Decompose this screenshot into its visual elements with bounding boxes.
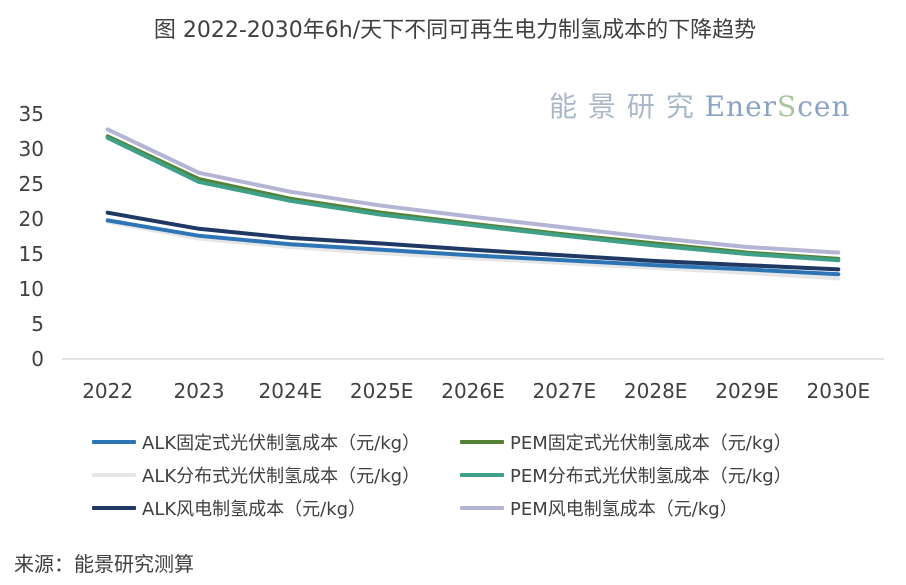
y-tick-label: 35: [19, 102, 44, 126]
legend-label: ALK风电制氢成本（元/kg）: [142, 499, 367, 520]
legend-swatch: [460, 440, 504, 444]
legend-item: ALK风电制氢成本（元/kg）: [92, 494, 366, 522]
watermark-en-part3: cen: [797, 90, 851, 123]
y-tick-label: 5: [31, 312, 44, 336]
legend-swatch: [460, 473, 504, 477]
legend-label: PEM风电制氢成本（元/kg）: [510, 499, 738, 520]
x-tick-label: 2025E: [350, 379, 414, 403]
legend-swatch: [92, 506, 136, 510]
watermark-logo: 能 景 研 究 EnerScen: [549, 85, 851, 125]
series-lines: [105, 127, 841, 281]
x-tick-label: 2028E: [624, 379, 688, 403]
y-tick-label: 25: [19, 172, 44, 196]
series-line-3: [105, 135, 841, 263]
legend-item: PEM风电制氢成本（元/kg）: [460, 494, 738, 522]
legend-item: PEM固定式光伏制氢成本（元/kg）: [460, 428, 792, 456]
y-tick-label: 20: [19, 207, 44, 231]
watermark-en-part1: Ener: [704, 90, 778, 123]
legend-item: PEM分布式光伏制氢成本（元/kg）: [460, 461, 792, 489]
source-note: 来源：能景研究测算: [14, 552, 194, 576]
y-axis-ticks: 0 5 10 15 20 25 30 35: [19, 102, 44, 371]
legend-label: PEM分布式光伏制氢成本（元/kg）: [510, 466, 792, 487]
legend-item: ALK固定式光伏制氢成本（元/kg）: [92, 428, 420, 456]
x-tick-label: 2026E: [441, 379, 505, 403]
chart-title: 图 2022-2030年6h/天下不同可再生电力制氢成本的下降趋势: [153, 18, 757, 43]
series-line-0: [105, 218, 841, 277]
y-tick-label: 30: [19, 137, 44, 161]
x-tick-label: 2030E: [807, 379, 871, 403]
watermark-cn: 能 景 研 究: [549, 90, 705, 123]
legend-label: PEM固定式光伏制氢成本（元/kg）: [510, 433, 792, 454]
watermark-en-part2: S: [777, 90, 798, 123]
series-line-2: [105, 219, 841, 281]
x-tick-label: 2024E: [259, 379, 323, 403]
y-tick-label: 10: [19, 277, 44, 301]
x-tick-label: 2029E: [715, 379, 779, 403]
legend-label: ALK分布式光伏制氢成本（元/kg）: [142, 466, 421, 487]
x-tick-label: 2027E: [533, 379, 597, 403]
y-tick-label: 15: [19, 242, 44, 266]
x-axis-ticks: 2022 2023 2024E 2025E 2026E 2027E 2028E 2029E 20…: [82, 379, 870, 403]
series-line-5: [105, 127, 841, 255]
legend-label: ALK固定式光伏制氢成本（元/kg）: [142, 433, 421, 454]
legend-swatch: [92, 473, 136, 477]
legend-swatch: [92, 440, 136, 444]
x-tick-label: 2023: [174, 379, 225, 403]
x-tick-label: 2022: [82, 379, 133, 403]
legend-item: ALK分布式光伏制氢成本（元/kg）: [92, 461, 420, 489]
series-line-4: [105, 210, 841, 272]
y-tick-label: 0: [31, 347, 44, 371]
legend-swatch: [460, 506, 504, 510]
